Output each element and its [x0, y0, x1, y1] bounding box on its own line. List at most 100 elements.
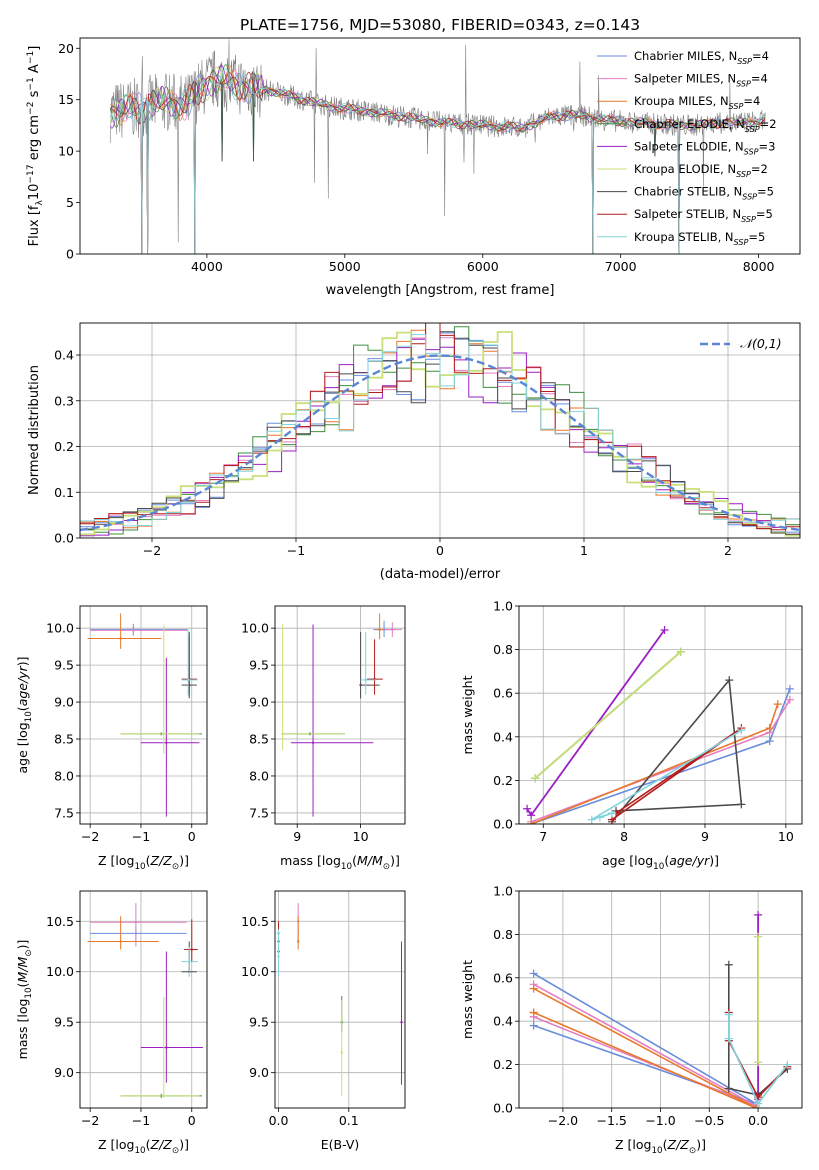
weight-vs-age-ytick-label: 1.0	[493, 599, 513, 614]
spectrum-xlabel: wavelength [Angstrom, rest frame]	[326, 283, 555, 298]
mass-vs-ebv-point	[340, 1051, 343, 1054]
age-vs-z-errorbar-salpeter-elodie	[140, 657, 200, 817]
age-vs-z-axes: −2 −1 0 7.5 8.0 8.5 9.0 9.5 10.0 Z [log10(Z/Z⊙)] a…	[15, 621, 196, 872]
weight-vs-z-xtick-label: −1.5	[597, 1113, 627, 1128]
weight-vs-z-line	[533, 987, 757, 1108]
weight-vs-age-xtick-label: 10	[778, 829, 794, 844]
mass-vs-ebv-point	[400, 1021, 403, 1024]
weight-vs-age-ylabel: mass weight	[460, 675, 475, 754]
weight-vs-z-ytick-label: 0.0	[493, 1101, 513, 1116]
panel-weight-vs-z: −2.0 −1.5 −1.0 −0.5 0.0 0.0 0.2 0.4 0.6 0.8 1.0 Z […	[460, 884, 803, 1157]
weight-vs-z-axes: −2.0 −1.5 −1.0 −0.5 0.0 0.0 0.2 0.4 0.6 0.8 1.0 Z […	[460, 884, 768, 1157]
mass-vs-z-ytick-label: 9.5	[54, 1015, 74, 1030]
weight-vs-z-ytick-label: 1.0	[493, 884, 513, 899]
spectrum-xtick-label: 8000	[743, 259, 775, 274]
mass-vs-z-frame	[79, 890, 208, 1109]
mass-vs-ebv-frame	[274, 890, 406, 1109]
spectrum-legend: Chabrier MILES, NSSP=4 Salpeter MILES, NS…	[597, 49, 777, 247]
age-vs-z-xtick-label: −1	[132, 829, 150, 844]
spectrum-xtick-label: 4000	[191, 259, 223, 274]
age-vs-z-frame	[79, 605, 208, 825]
age-vs-mass-xlabel: mass [log10(M/M⊙)]	[280, 853, 400, 872]
mass-vs-z-errorbar-kroupa-elodie	[120, 996, 200, 1098]
residuals-plot-area	[80, 323, 800, 538]
residuals-xtick-label: −1	[287, 543, 305, 558]
mass-vs-ebv-xtick-label: 0.0	[269, 1113, 289, 1128]
weight-vs-age-marker	[527, 820, 536, 824]
weight-vs-age-ytick-label: 0.8	[493, 642, 513, 657]
mass-vs-z-point	[190, 948, 193, 951]
legend-label-kroupa-stelib: Kroupa STELIB, NSSP=5	[634, 230, 765, 247]
residuals-ytick-label: 0.4	[54, 348, 74, 363]
age-vs-z-errorbar-kroupa-elodie	[120, 624, 200, 754]
spectrum-ytick-label: 10	[58, 144, 74, 159]
age-vs-mass-ytick-label: 9.0	[249, 695, 269, 710]
mass-vs-z-point	[162, 1094, 166, 1098]
gaussian-reference-curve	[80, 354, 800, 532]
mass-vs-z-point	[119, 940, 122, 943]
weight-vs-age-line	[534, 651, 682, 779]
age-vs-z-xtick-label: 0	[188, 829, 196, 844]
weight-vs-z-marker	[529, 969, 538, 978]
weight-vs-age-ytick-label: 0.6	[493, 686, 513, 701]
mass-vs-ebv-errorbar-kroupa-stelib	[277, 929, 280, 977]
age-vs-mass-point	[311, 741, 315, 744]
age-vs-mass-ytick-label: 10.0	[241, 621, 269, 636]
mass-vs-z-point	[134, 921, 138, 924]
mass-vs-z-ytick-label: 10.0	[46, 964, 74, 979]
legend-gaussian-label: 𝒩(0,1)	[740, 336, 782, 351]
legend-label-salpeter-stelib: Salpeter STELIB, NSSP=5	[634, 207, 773, 224]
weight-vs-age-marker	[595, 813, 604, 822]
age-vs-z-ytick-label: 8.5	[54, 732, 74, 747]
age-vs-mass-ytick-label: 8.5	[249, 732, 269, 747]
weight-vs-z-marker	[529, 1021, 538, 1030]
spectrum-ytick-label: 0	[66, 247, 74, 262]
age-vs-mass-point	[391, 628, 394, 631]
weight-vs-z-xtick-label: −0.5	[694, 1113, 724, 1128]
age-vs-z-ytick-label: 7.5	[54, 805, 74, 820]
weight-vs-age-marker	[531, 774, 540, 783]
weight-vs-age-marker	[785, 684, 794, 693]
age-vs-z-point	[132, 629, 135, 632]
age-vs-mass-point	[281, 732, 284, 736]
weight-vs-age-series-kroupa-elodie	[531, 647, 685, 783]
weight-vs-z-line	[728, 1014, 789, 1106]
age-vs-mass-xtick-label: 10	[353, 829, 369, 844]
age-vs-mass-point	[359, 683, 362, 687]
mass-vs-ebv-ytick-label: 10.0	[241, 964, 269, 979]
residuals-axes: −2 −1 0 1 2 0.0 0.1 0.2 0.3 0.4 (data-model)/error…	[27, 348, 732, 582]
spectrum-model-kroupa-elodie	[109, 66, 766, 254]
spectrum-ytick-label: 5	[66, 195, 74, 210]
spectrum-model-salpeter-miles	[110, 68, 766, 254]
mass-vs-z-errorbar-salpeter-miles	[90, 903, 187, 947]
mass-vs-ebv-ytick-label: 10.5	[241, 914, 269, 929]
weight-vs-age-line	[611, 678, 743, 823]
spectrum-xtick-label: 5000	[329, 259, 361, 274]
age-vs-mass-errorbar-kroupa-miles	[376, 613, 383, 640]
weight-vs-z-marker	[754, 932, 763, 941]
residuals-xtick-label: 0	[436, 543, 444, 558]
weight-vs-age-marker	[676, 647, 685, 656]
age-vs-z-ytick-label: 10.0	[46, 621, 74, 636]
weight-vs-z-marker	[529, 1008, 538, 1017]
age-vs-mass-axes: 9 10 7.5 8.0 8.5 9.0 9.5 10.0 mass [log10(M/M⊙)]	[241, 621, 400, 872]
weight-vs-age-xtick-label: 7	[539, 829, 547, 844]
age-vs-mass-ytick-label: 9.5	[249, 658, 269, 673]
panel-weight-vs-age: 7 8 9 10 0.0 0.2 0.4 0.6 0.8 1.0 age [log10(age/yr…	[460, 599, 803, 872]
legend-label-chabrier-stelib: Chabrier STELIB, NSSP=5	[634, 185, 774, 202]
residuals-frame	[79, 322, 801, 539]
weight-vs-z-xtick-label: −1.0	[645, 1113, 675, 1128]
spectrum-frame	[79, 37, 801, 255]
weight-vs-age-xlabel: age [log10(age/yr)]	[602, 853, 719, 872]
weight-vs-z-marker	[724, 960, 733, 969]
weight-vs-z-ytick-label: 0.2	[493, 1057, 513, 1072]
residuals-xtick-label: 2	[724, 543, 732, 558]
mass-vs-z-point	[188, 960, 191, 963]
weight-vs-z-series-kroupa-stelib	[724, 1010, 792, 1108]
mass-vs-z-errorbar-kroupa-stelib	[181, 946, 198, 977]
mass-vs-z-ytick-label: 9.0	[54, 1065, 74, 1080]
weight-vs-age-xtick-label: 8	[620, 829, 628, 844]
legend-label-salpeter-elodie: Salpeter ELODIE, NSSP=3	[634, 139, 775, 156]
age-vs-z-xlabel: Z [log10(Z/Z⊙)]	[98, 853, 189, 872]
age-vs-z-point	[162, 732, 166, 736]
